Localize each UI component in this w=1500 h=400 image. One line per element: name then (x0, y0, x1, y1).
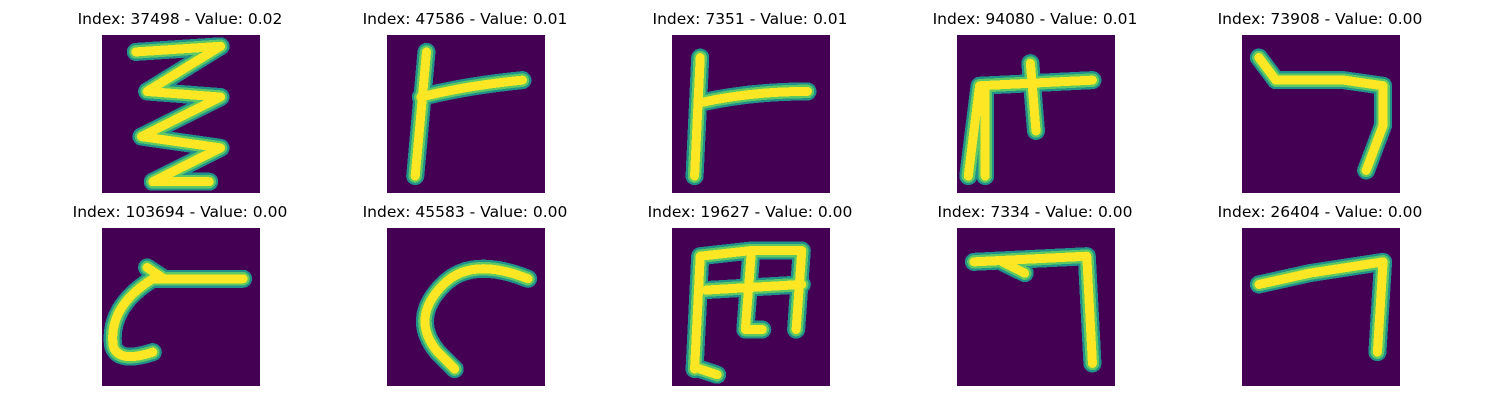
image-panel: Index: 47586 - Value: 0.01 (315, 8, 615, 198)
glyph-image (387, 35, 545, 193)
panel-title: Index: 7334 - Value: 0.00 (937, 203, 1133, 221)
glyph-image (672, 35, 830, 193)
glyph-stroke-core (963, 58, 1097, 181)
glyph-stroke-core (690, 246, 807, 380)
image-panel: Index: 19627 - Value: 0.00 (600, 201, 900, 391)
glyph-stroke-core (1254, 257, 1388, 357)
glyph-stroke-core (420, 264, 533, 374)
glyph-image (1242, 35, 1400, 193)
image-panel: Index: 26404 - Value: 0.00 (1170, 201, 1470, 391)
glyph-image (102, 35, 260, 193)
glyph-image (1242, 228, 1400, 386)
glyph-image (957, 228, 1115, 386)
image-panel: Index: 37498 - Value: 0.02 (30, 8, 330, 198)
glyph-stroke-core (108, 262, 248, 362)
glyph-image (387, 228, 545, 386)
image-background (387, 228, 545, 386)
panel-title: Index: 103694 - Value: 0.00 (72, 203, 288, 221)
panel-title: Index: 37498 - Value: 0.02 (77, 10, 283, 28)
image-panel: Index: 7334 - Value: 0.00 (885, 201, 1185, 391)
glyph-image (102, 228, 260, 386)
glyph-stroke-core (1254, 53, 1388, 175)
glyph-image (672, 228, 830, 386)
image-panel: Index: 94080 - Value: 0.01 (885, 8, 1185, 198)
panel-title: Index: 26404 - Value: 0.00 (1217, 203, 1423, 221)
panel-title: Index: 19627 - Value: 0.00 (647, 203, 853, 221)
glyph-stroke-core (410, 47, 527, 181)
image-panel: Index: 103694 - Value: 0.00 (30, 201, 330, 391)
panel-title: Index: 94080 - Value: 0.01 (932, 10, 1138, 28)
panel-title: Index: 47586 - Value: 0.01 (362, 10, 568, 28)
panel-title: Index: 73908 - Value: 0.00 (1217, 10, 1423, 28)
image-panel: Index: 45583 - Value: 0.00 (315, 201, 615, 391)
glyph-stroke-core (969, 251, 1097, 368)
glyph-image (957, 35, 1115, 193)
panel-title: Index: 7351 - Value: 0.01 (652, 10, 848, 28)
glyph-stroke-core (690, 53, 812, 181)
image-panel: Index: 7351 - Value: 0.01 (600, 8, 900, 198)
glyph-stroke-core (131, 41, 226, 187)
image-panel: Index: 73908 - Value: 0.00 (1170, 8, 1470, 198)
panel-title: Index: 45583 - Value: 0.00 (362, 203, 568, 221)
